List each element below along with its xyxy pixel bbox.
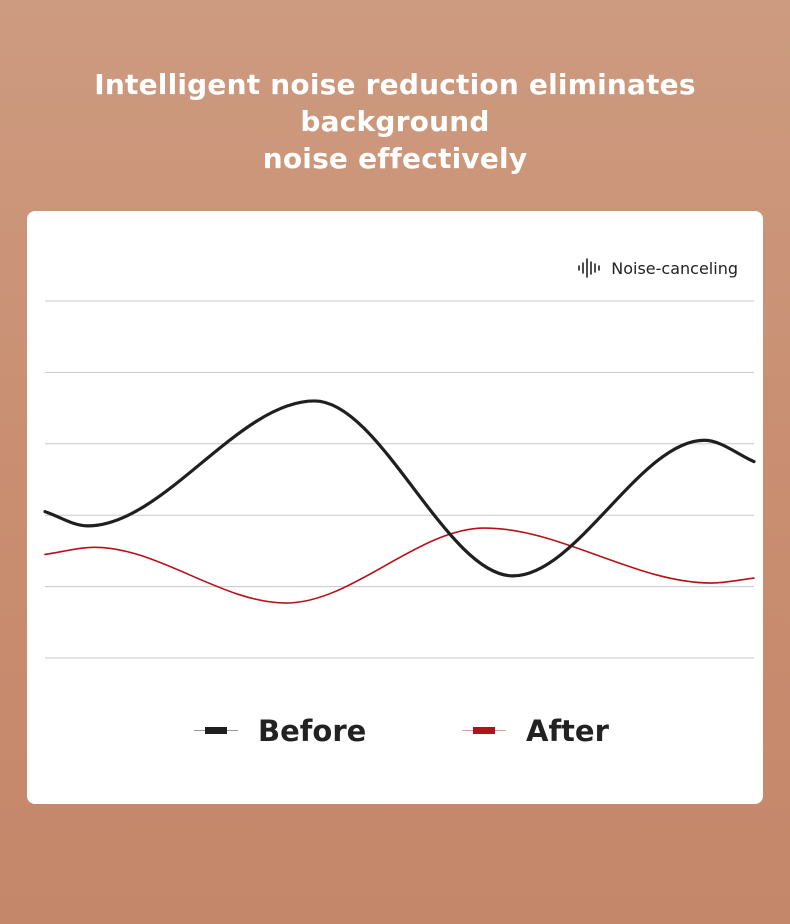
chart — [43, 300, 756, 659]
legend-label-after: After — [526, 714, 609, 748]
legend: Before After — [27, 711, 763, 751]
sound-wave-icon — [578, 258, 601, 278]
legend-label-before: Before — [258, 714, 367, 748]
chart-card: Noise-canceling Before After — [27, 211, 763, 804]
series-line-after — [44, 527, 755, 604]
badge-label: Noise-canceling — [611, 258, 738, 278]
series-line-before — [43, 399, 756, 578]
legend-swatch-after — [462, 726, 506, 736]
noise-canceling-badge: Noise-canceling — [577, 258, 738, 278]
headline: Intelligent noise reduction eliminates b… — [0, 66, 790, 177]
headline-line-1: Intelligent noise reduction eliminates b… — [94, 68, 696, 138]
legend-item-before: Before — [194, 711, 366, 751]
legend-item-after: After — [462, 711, 609, 751]
headline-line-2: noise effectively — [262, 142, 528, 175]
legend-swatch-before — [194, 726, 238, 736]
